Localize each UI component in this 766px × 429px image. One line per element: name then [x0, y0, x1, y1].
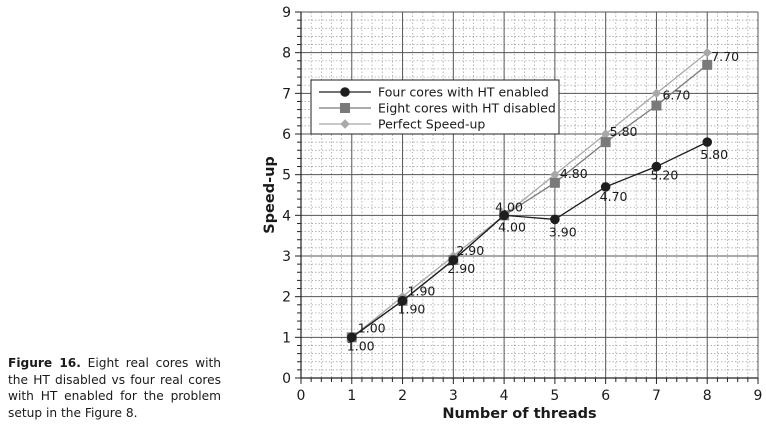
series-line-circle [351, 141, 708, 338]
data-label-four-cores: 2.90 [447, 261, 475, 276]
x-axis-label: Number of threads [442, 406, 596, 422]
data-label-eight-cores: 4.80 [560, 166, 588, 181]
data-point-circle [702, 137, 713, 147]
data-point-square [702, 59, 713, 70]
caption-lead: Figure 16. [8, 356, 81, 370]
data-label-eight-cores: 5.80 [610, 124, 638, 139]
x-tick-label: 4 [500, 388, 509, 404]
data-point-diamond [651, 88, 662, 99]
y-tick-label: 6 [282, 127, 291, 143]
x-tick-label: 7 [652, 388, 661, 404]
data-point-circle [499, 210, 509, 221]
figure-caption: Figure 16. Eight real cores with the HT … [8, 355, 221, 421]
y-axis-label: Speed-up [262, 156, 278, 234]
y-tick-label: 5 [282, 168, 291, 184]
y-tick-label: 2 [282, 290, 291, 306]
legend-box [310, 79, 560, 135]
data-label-four-cores: 5.80 [700, 147, 728, 162]
y-tick-label: 4 [282, 208, 291, 224]
x-tick-label: 9 [754, 388, 763, 404]
x-tick-label: 8 [703, 388, 712, 404]
x-tick-label: 1 [347, 388, 356, 404]
legend-label: Eight cores with HT disabled [378, 101, 556, 116]
data-point-diamond [702, 47, 712, 58]
x-tick-label: 3 [449, 388, 458, 404]
data-point-square [651, 100, 662, 111]
data-point-circle [600, 182, 611, 192]
data-point-circle [346, 332, 357, 343]
legend-label: Perfect Speed-up [378, 117, 485, 132]
y-tick-label: 8 [282, 46, 291, 62]
x-tick-label: 5 [550, 388, 559, 404]
x-tick-label: 2 [398, 388, 407, 404]
data-label-eight-cores: 1.00 [358, 320, 386, 335]
data-label-eight-cores: 7.70 [711, 49, 739, 64]
legend-marker-square [340, 103, 350, 113]
data-label-four-cores: 1.00 [347, 338, 375, 353]
data-label-four-cores: 4.00 [498, 219, 526, 234]
data-point-square [600, 137, 611, 148]
data-point-circle [448, 255, 459, 265]
x-tick-label: 0 [297, 388, 306, 404]
data-point-circle [550, 214, 560, 225]
legend-marker-circle [340, 87, 350, 97]
caption-text: Eight real cores with the HT disabled vs… [8, 356, 221, 420]
data-label-eight-cores: 4.00 [495, 199, 523, 214]
series-line-diamond [351, 52, 708, 338]
y-tick-label: 9 [282, 5, 291, 21]
y-tick-label: 3 [282, 249, 291, 265]
y-tick-label: 0 [282, 371, 291, 387]
data-label-four-cores: 3.90 [549, 224, 577, 239]
data-label-eight-cores: 1.90 [408, 284, 436, 299]
data-label-four-cores: 1.90 [398, 302, 426, 317]
legend-label: Four cores with HT enabled [378, 85, 549, 100]
data-point-square [549, 177, 560, 188]
y-tick-label: 1 [282, 330, 291, 346]
y-tick-label: 7 [282, 86, 291, 102]
x-tick-label: 6 [601, 388, 610, 404]
data-label-eight-cores: 6.70 [662, 88, 690, 103]
data-label-four-cores: 5.20 [650, 168, 678, 183]
data-label-eight-cores: 2.90 [456, 243, 484, 258]
data-label-four-cores: 4.70 [600, 189, 628, 204]
legend-marker-diamond [340, 119, 350, 129]
data-point-circle [651, 161, 662, 172]
data-point-circle [397, 295, 408, 306]
